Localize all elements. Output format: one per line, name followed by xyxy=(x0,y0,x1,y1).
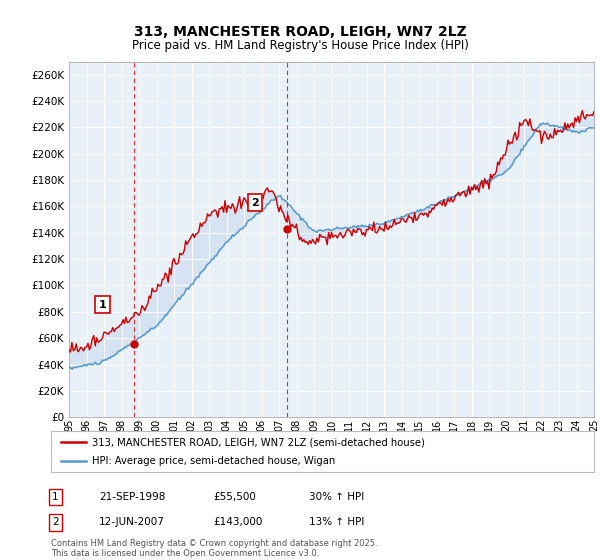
Text: 13% ↑ HPI: 13% ↑ HPI xyxy=(309,517,364,528)
Text: 1: 1 xyxy=(52,492,59,502)
Text: 313, MANCHESTER ROAD, LEIGH, WN7 2LZ (semi-detached house): 313, MANCHESTER ROAD, LEIGH, WN7 2LZ (se… xyxy=(92,437,425,447)
Text: 1: 1 xyxy=(99,300,106,310)
Text: 21-SEP-1998: 21-SEP-1998 xyxy=(99,492,166,502)
Text: 30% ↑ HPI: 30% ↑ HPI xyxy=(309,492,364,502)
Text: 2: 2 xyxy=(52,517,59,528)
Text: 313, MANCHESTER ROAD, LEIGH, WN7 2LZ: 313, MANCHESTER ROAD, LEIGH, WN7 2LZ xyxy=(134,25,466,39)
Text: 2: 2 xyxy=(251,198,259,208)
Text: Contains HM Land Registry data © Crown copyright and database right 2025.
This d: Contains HM Land Registry data © Crown c… xyxy=(51,539,377,558)
Text: £143,000: £143,000 xyxy=(213,517,262,528)
Text: £55,500: £55,500 xyxy=(213,492,256,502)
Text: HPI: Average price, semi-detached house, Wigan: HPI: Average price, semi-detached house,… xyxy=(92,456,335,466)
Text: 12-JUN-2007: 12-JUN-2007 xyxy=(99,517,165,528)
Text: Price paid vs. HM Land Registry's House Price Index (HPI): Price paid vs. HM Land Registry's House … xyxy=(131,39,469,52)
